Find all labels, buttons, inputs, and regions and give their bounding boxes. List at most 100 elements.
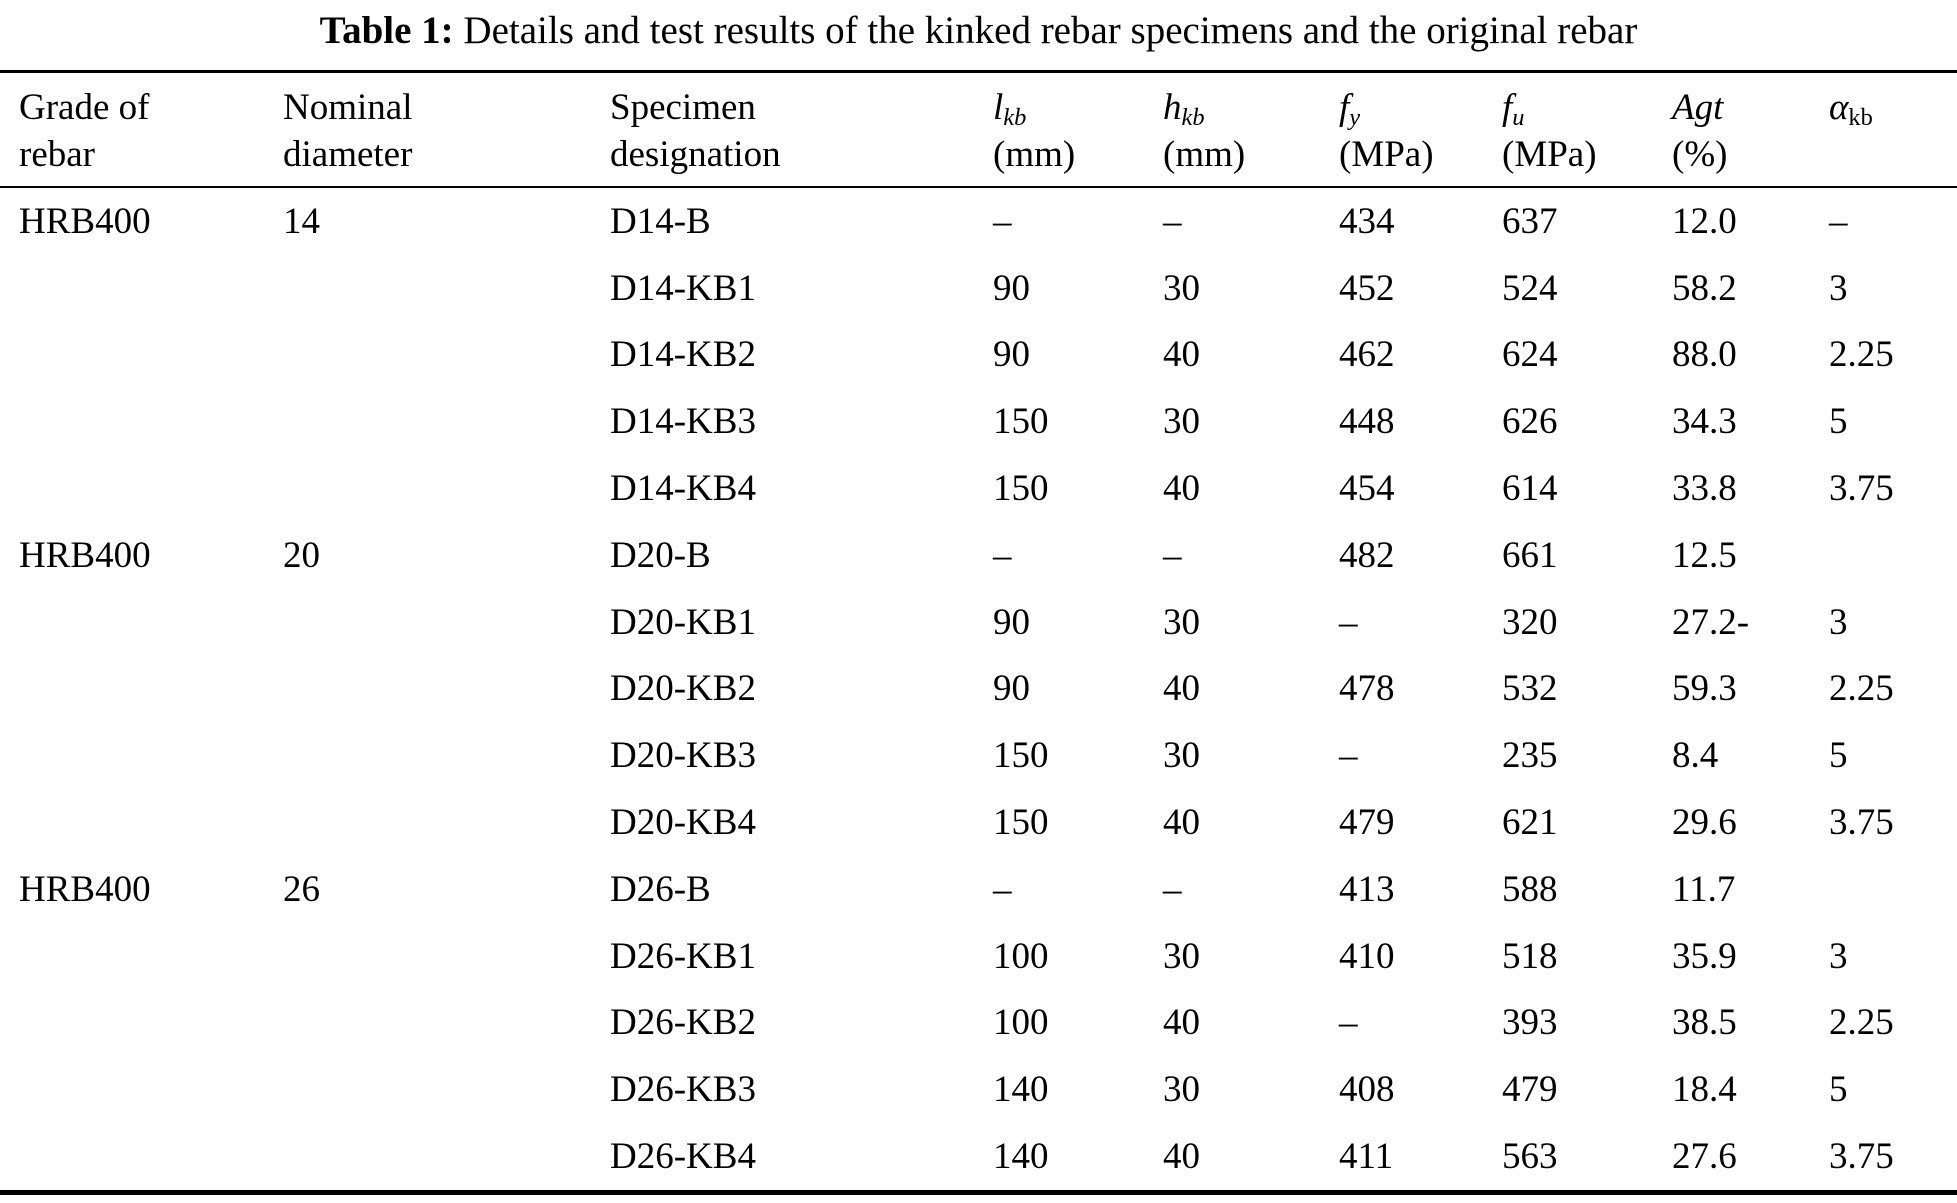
specimen-cell: D26-KB4 <box>610 1136 756 1178</box>
agt-cell: 58.2 <box>1672 267 1737 309</box>
header-symbol: fu <box>1502 87 1525 132</box>
col-header-agt: Agt (%) <box>1672 84 1829 178</box>
col-header-diameter: Nominal diameter <box>283 84 610 178</box>
agt-cell: 35.9 <box>1672 935 1737 977</box>
table-row: D26-KB2 100 40 – 393 38.5 2.25 <box>0 990 1957 1057</box>
hkb-cell: 30 <box>1163 601 1200 643</box>
grade-cell: HRB400 <box>19 868 151 910</box>
fy-cell: 448 <box>1339 401 1395 443</box>
specimen-cell: D26-KB2 <box>610 1002 756 1044</box>
akb-cell: 5 <box>1829 1069 1848 1111</box>
fy-cell: 408 <box>1339 1069 1395 1111</box>
specimen-cell: D20-KB1 <box>610 601 756 643</box>
specimen-cell: D20-B <box>610 534 711 576</box>
specimen-cell: D26-KB3 <box>610 1069 756 1111</box>
lkb-cell: 140 <box>993 1069 1049 1111</box>
table-caption: Table 1: Details and test results of the… <box>0 0 1957 70</box>
fy-cell: 454 <box>1339 468 1395 510</box>
header-unit: (mm) <box>993 134 1076 175</box>
fy-cell: 452 <box>1339 267 1395 309</box>
table-row: D14-KB1 90 30 452 524 58.2 3 <box>0 255 1957 322</box>
table-row: D26-KB4 140 40 411 563 27.6 3.75 <box>0 1123 1957 1190</box>
lkb-cell: 150 <box>993 802 1049 844</box>
table-row: D20-KB2 90 40 478 532 59.3 2.25 <box>0 656 1957 723</box>
agt-cell: 18.4 <box>1672 1069 1737 1111</box>
lkb-cell: 100 <box>993 935 1049 977</box>
grade-cell: HRB400 <box>19 200 151 242</box>
akb-cell: 3.75 <box>1829 802 1894 844</box>
agt-cell: 8.4 <box>1672 735 1719 777</box>
table-caption-text: Details and test results of the kinked r… <box>453 9 1638 52</box>
hkb-cell: 40 <box>1163 668 1200 710</box>
specimen-cell: D14-KB2 <box>610 334 756 376</box>
agt-cell: 59.3 <box>1672 668 1737 710</box>
akb-cell: 5 <box>1829 401 1848 443</box>
table-body: HRB400 14 D14-B – – 434 637 12.0 – D14-KB1 90 30 452… <box>0 188 1957 1190</box>
fy-cell: 479 <box>1339 802 1395 844</box>
fu-cell: 518 <box>1502 935 1558 977</box>
diameter-cell: 14 <box>283 200 320 242</box>
table-row: D14-KB2 90 40 462 624 88.0 2.25 <box>0 322 1957 389</box>
table-row: HRB400 26 D26-B – – 413 588 11.7 <box>0 856 1957 923</box>
fy-cell: 462 <box>1339 334 1395 376</box>
specimen-cell: D20-KB3 <box>610 735 756 777</box>
specimen-cell: D14-KB4 <box>610 468 756 510</box>
hkb-cell: 30 <box>1163 735 1200 777</box>
fu-cell: 637 <box>1502 200 1558 242</box>
fu-cell: 393 <box>1502 1002 1558 1044</box>
header-symbol: lkb <box>993 87 1027 132</box>
fu-cell: 320 <box>1502 601 1558 643</box>
lkb-cell: 90 <box>993 267 1030 309</box>
fy-cell: – <box>1339 735 1358 777</box>
fu-cell: 621 <box>1502 802 1558 844</box>
lkb-cell: 150 <box>993 468 1049 510</box>
akb-cell: 5 <box>1829 735 1848 777</box>
specimen-cell: D26-KB1 <box>610 935 756 977</box>
table-row: D26-KB3 140 30 408 479 18.4 5 <box>0 1056 1957 1123</box>
specimen-cell: D20-KB4 <box>610 802 756 844</box>
fy-cell: 434 <box>1339 200 1395 242</box>
lkb-cell: 100 <box>993 1002 1049 1044</box>
table-caption-label: Table 1: <box>319 9 454 52</box>
specimen-cell: D14-KB1 <box>610 267 756 309</box>
table-row: D26-KB1 100 30 410 518 35.9 3 <box>0 923 1957 990</box>
agt-cell: 27.2- <box>1672 601 1750 643</box>
agt-cell: 38.5 <box>1672 1002 1737 1044</box>
header-unit: (MPa) <box>1502 134 1597 175</box>
agt-cell: 88.0 <box>1672 334 1737 376</box>
hkb-cell: 40 <box>1163 334 1200 376</box>
lkb-cell: – <box>993 534 1012 576</box>
akb-cell: 2.25 <box>1829 668 1894 710</box>
hkb-cell: 30 <box>1163 935 1200 977</box>
lkb-cell: 140 <box>993 1136 1049 1178</box>
header-symbol: Agt <box>1672 87 1724 128</box>
results-table: Grade of rebar Nominal diameter Specimen desi… <box>0 70 1957 1195</box>
lkb-cell: 90 <box>993 601 1030 643</box>
hkb-cell: 30 <box>1163 401 1200 443</box>
table-row: HRB400 14 D14-B – – 434 637 12.0 – <box>0 188 1957 255</box>
header-unit: (%) <box>1672 134 1728 175</box>
lkb-cell: – <box>993 200 1012 242</box>
lkb-cell: – <box>993 868 1012 910</box>
fu-cell: 563 <box>1502 1136 1558 1178</box>
table-row: D20-KB3 150 30 – 235 8.4 5 <box>0 722 1957 789</box>
agt-cell: 29.6 <box>1672 802 1737 844</box>
fu-cell: 624 <box>1502 334 1558 376</box>
header-line2: rebar <box>19 134 95 175</box>
fu-cell: 661 <box>1502 534 1558 576</box>
fu-cell: 532 <box>1502 668 1558 710</box>
col-header-akb: αkb <box>1829 84 1957 131</box>
lkb-cell: 150 <box>993 735 1049 777</box>
akb-cell: 3 <box>1829 601 1848 643</box>
hkb-cell: 40 <box>1163 1136 1200 1178</box>
header-unit: (mm) <box>1163 134 1246 175</box>
akb-cell: 3.75 <box>1829 468 1894 510</box>
diameter-cell: 20 <box>283 534 320 576</box>
table-header-row: Grade of rebar Nominal diameter Specimen desi… <box>0 73 1957 188</box>
header-symbol: αkb <box>1829 87 1873 132</box>
fy-cell: 478 <box>1339 668 1395 710</box>
table-row: HRB400 20 D20-B – – 482 661 12.5 <box>0 522 1957 589</box>
fy-cell: 482 <box>1339 534 1395 576</box>
hkb-cell: 30 <box>1163 1069 1200 1111</box>
hkb-cell: – <box>1163 200 1182 242</box>
